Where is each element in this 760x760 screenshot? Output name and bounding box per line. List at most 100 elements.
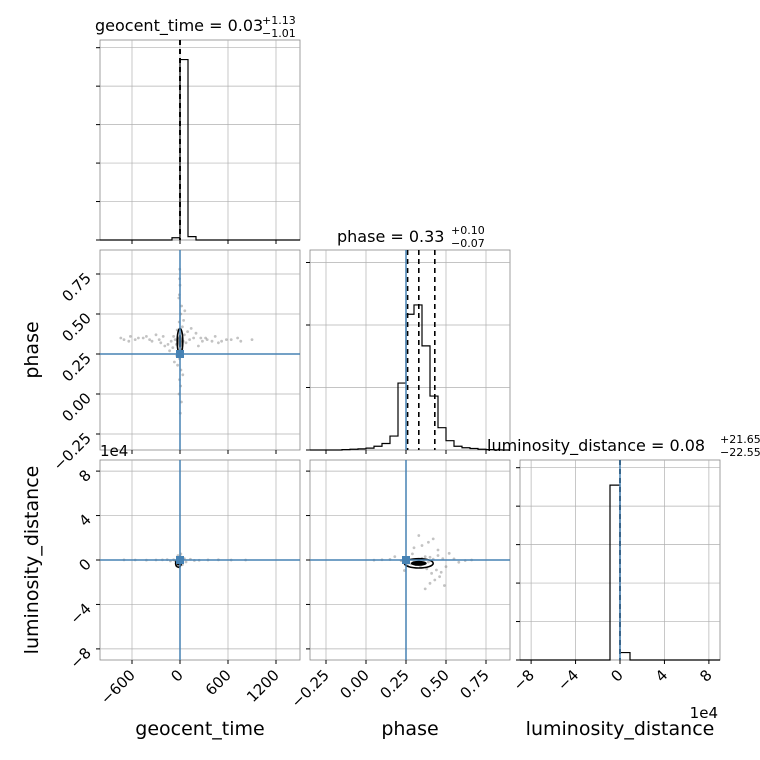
- panel-geocent_time-luminosity_distance: [96, 459, 301, 664]
- xlabel-luminosity_distance: luminosity_distance: [526, 718, 715, 740]
- sample-point: [119, 336, 123, 340]
- sample-point: [431, 537, 435, 541]
- sample-point: [412, 546, 416, 550]
- sample-point: [188, 338, 192, 341]
- sample-point: [173, 338, 177, 341]
- panel-geocent_time-phase: [96, 249, 301, 454]
- histogram-step: [310, 304, 510, 451]
- tick-marks: [516, 467, 710, 664]
- sample-point: [159, 341, 163, 345]
- panel-phase-luminosity_distance: [306, 459, 511, 664]
- sample-point: [236, 336, 240, 340]
- sample-point: [197, 344, 200, 348]
- sample-point: [457, 560, 461, 564]
- sample-point: [194, 331, 198, 335]
- sample-point: [217, 341, 220, 345]
- title-name: geocent_time = 0.03: [95, 16, 263, 36]
- sample-point: [443, 584, 446, 587]
- sample-point: [423, 587, 427, 591]
- sample-point: [250, 338, 254, 341]
- sample-point: [444, 565, 448, 569]
- sample-point: [403, 569, 406, 572]
- sample-point: [205, 338, 209, 341]
- title-plus: +21.65: [720, 433, 760, 446]
- sample-point: [427, 560, 430, 564]
- sample-point: [184, 560, 188, 564]
- sample-point: [157, 338, 161, 341]
- contour-core: [410, 560, 427, 566]
- sample-point: [169, 339, 173, 343]
- sample-point: [186, 330, 190, 333]
- sample-point: [213, 335, 217, 338]
- sample-point: [438, 575, 441, 579]
- sample-point: [181, 373, 185, 377]
- sample-point: [192, 336, 196, 340]
- sample-point: [183, 333, 186, 337]
- panel-geocent_time-histogram: geocent_time = 0.03 +1.13 −1.01: [95, 14, 301, 244]
- sample-point: [166, 343, 170, 346]
- title-minus: −1.01: [262, 27, 296, 40]
- sample-point: [201, 339, 204, 343]
- histogram-geocent_time: [100, 58, 300, 241]
- xlabel-geocent_time: geocent_time: [135, 718, 264, 740]
- sample-point: [172, 335, 176, 338]
- sample-point: [137, 336, 140, 340]
- sample-point: [417, 534, 421, 537]
- sample-point: [127, 339, 131, 343]
- panel-frame: [99, 249, 301, 451]
- ylabel-luminosity_distance: luminosity_distance: [21, 466, 43, 655]
- title-plus: +1.13: [262, 14, 296, 27]
- sample-point: [439, 570, 443, 574]
- sample-point: [420, 544, 424, 547]
- sample-point: [423, 555, 427, 559]
- sample-point: [171, 346, 175, 349]
- title-minus: −22.55: [720, 446, 760, 459]
- truth-marker: [176, 350, 184, 358]
- sample-point: [182, 319, 186, 322]
- truth-marker: [176, 556, 184, 564]
- sample-point: [181, 325, 184, 329]
- sample-point: [184, 341, 188, 345]
- title-minus: −0.07: [451, 237, 485, 250]
- sample-point: [163, 344, 167, 348]
- sample-point: [436, 554, 440, 557]
- title-name: luminosity_distance = 0.08: [487, 436, 705, 456]
- offset-label-x-luminosity_distance: 1e4: [690, 704, 718, 722]
- sample-point: [122, 338, 126, 341]
- sample-point: [428, 581, 432, 585]
- sample-point: [425, 567, 429, 571]
- offset-label-y-luminosity_distance: 1e4: [100, 442, 128, 460]
- truth-lines: [100, 250, 300, 450]
- sample-point: [210, 339, 214, 343]
- sample-point: [411, 552, 414, 556]
- sample-point: [229, 338, 233, 341]
- sample-point: [199, 336, 203, 340]
- sample-point: [435, 568, 438, 572]
- tick-marks: [96, 470, 277, 664]
- sample-point: [133, 338, 137, 341]
- xlabel-phase: phase: [381, 718, 438, 740]
- sample-point: [141, 336, 145, 340]
- sample-point: [239, 339, 243, 343]
- sample-point: [430, 571, 433, 575]
- ylabel-phase: phase: [21, 321, 43, 378]
- sample-point: [225, 338, 228, 341]
- quantile-lines-phase: [406, 250, 436, 450]
- sample-point: [145, 335, 148, 338]
- panel-phase-histogram: phase = 0.33 +0.10 −0.07: [306, 224, 511, 454]
- truth-marker: [402, 556, 410, 564]
- sample-point: [168, 349, 172, 353]
- sample-point: [189, 327, 193, 330]
- tick-marks: [96, 47, 277, 244]
- sample-point: [428, 555, 432, 559]
- tick-marks: [306, 470, 487, 664]
- title-geocent_time: geocent_time = 0.03 +1.13 −1.01: [95, 14, 296, 40]
- sample-point: [129, 335, 132, 338]
- sample-point: [183, 309, 187, 313]
- sample-point: [447, 551, 451, 555]
- panel-frame: [309, 249, 511, 451]
- sample-point: [427, 540, 430, 544]
- histogram-step: [100, 58, 300, 241]
- sample-point: [161, 335, 165, 338]
